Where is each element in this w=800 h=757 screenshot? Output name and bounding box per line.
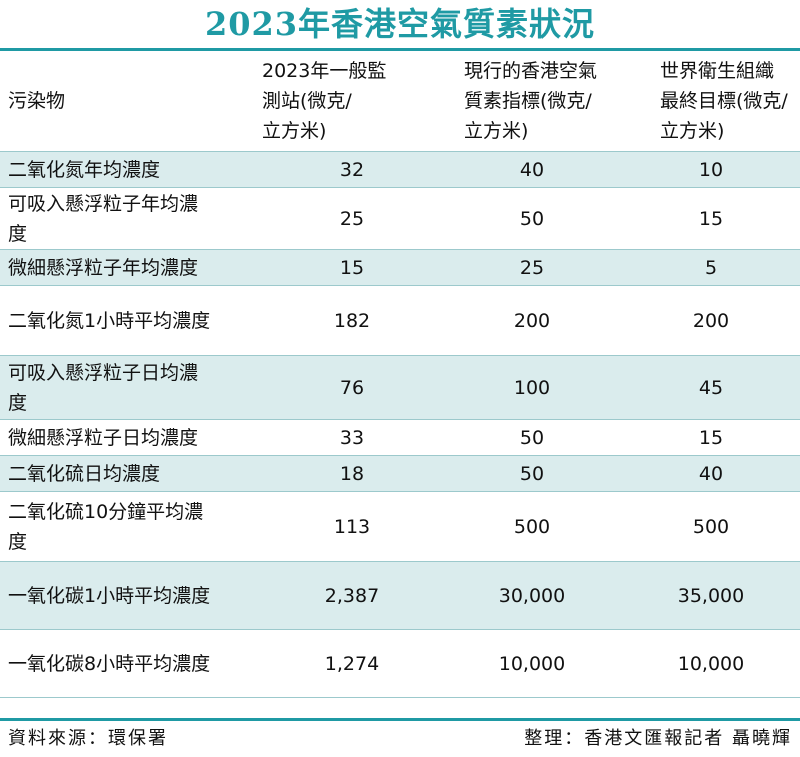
- value-cell-3: 45: [698, 376, 724, 399]
- air-quality-table: 污染物 2023年一般監 測站(微克/立方米) 現行的香港空氣 質素指標(微克/立方米)…: [0, 51, 800, 698]
- value-cell-1: 1,274: [324, 652, 380, 675]
- value-cell-1: 76: [339, 376, 365, 399]
- value-cell-2: 100: [513, 376, 551, 399]
- table-title: 2023年香港空氣質素狀況: [204, 5, 596, 43]
- bottom-divider: [0, 718, 800, 721]
- top-divider: [0, 48, 800, 51]
- value-cell-3: 500: [692, 515, 730, 538]
- pollutant-label-line: 微細懸浮粒子年均濃度: [8, 256, 199, 279]
- pollutant-label-line: 二氧化硫日均濃度: [8, 462, 161, 485]
- table-row: 可吸入懸浮粒子日均濃度 76 100 45: [0, 356, 800, 420]
- column-header-line: 立方米): [262, 120, 327, 142]
- value-cell-3: 35,000: [677, 584, 745, 607]
- pollutant-label: 二氧化硫10分鐘平均濃度: [0, 497, 262, 557]
- value-cell-2: 50: [519, 207, 545, 230]
- value-cell-2: 500: [513, 515, 551, 538]
- pollutant-label: 微細懸浮粒子日均濃度: [0, 423, 262, 453]
- table-row: 二氧化硫日均濃度 18 50 40: [0, 456, 800, 492]
- value-cell-2: 50: [519, 462, 545, 485]
- column-header-line: 立方米): [660, 120, 725, 142]
- pollutant-label: 可吸入懸浮粒子年均濃度: [0, 189, 262, 249]
- value-cell-1: 33: [339, 426, 365, 449]
- column-header-line: 最終目標(微克/: [660, 90, 788, 112]
- value-cell-3: 40: [698, 462, 724, 485]
- pollutant-label: 一氧化碳8小時平均濃度: [0, 649, 262, 679]
- pollutant-label-line: 度: [8, 530, 28, 553]
- value-cell-1: 113: [333, 515, 371, 538]
- column-header-line: 測站(微克/: [262, 90, 352, 112]
- pollutant-label: 可吸入懸浮粒子日均濃度: [0, 358, 262, 418]
- table-row: 二氧化氮1小時平均濃度 182 200 200: [0, 286, 800, 356]
- value-cell-2: 10,000: [498, 652, 566, 675]
- column-header-line: 立方米): [464, 120, 529, 142]
- table-row: 二氧化硫10分鐘平均濃度 113 500 500: [0, 492, 800, 562]
- pollutant-label-line: 度: [8, 391, 28, 414]
- pollutant-label-line: 可吸入懸浮粒子年均濃: [8, 192, 199, 215]
- column-header-line: 世界衛生組織: [660, 60, 775, 82]
- value-cell-3: 200: [692, 309, 730, 332]
- value-cell-3: 10: [698, 158, 724, 181]
- table-row: 一氧化碳1小時平均濃度 2,387 30,000 35,000: [0, 562, 800, 630]
- value-cell-1: 182: [333, 309, 371, 332]
- pollutant-label: 一氧化碳1小時平均濃度: [0, 581, 262, 611]
- value-cell-2: 30,000: [498, 584, 566, 607]
- pollutant-label-line: 可吸入懸浮粒子日均濃: [8, 361, 199, 384]
- pollutant-label-line: 一氧化碳1小時平均濃度: [8, 584, 211, 607]
- value-cell-3: 5: [704, 256, 718, 279]
- value-cell-1: 2,387: [324, 584, 380, 607]
- pollutant-label-line: 度: [8, 222, 28, 245]
- pollutant-label-line: 微細懸浮粒子日均濃度: [8, 426, 199, 449]
- pollutant-label-line: 二氧化硫10分鐘平均濃: [8, 500, 204, 523]
- pollutant-label-line: 二氧化氮年均濃度: [8, 158, 161, 181]
- value-cell-3: 10,000: [677, 652, 745, 675]
- pollutant-label: 二氧化氮1小時平均濃度: [0, 306, 262, 336]
- column-header-2: 現行的香港空氣 質素指標(微克/立方米): [442, 56, 642, 146]
- value-cell-1: 15: [339, 256, 365, 279]
- column-header-line: 2023年一般監: [262, 60, 387, 82]
- source-note: 資料來源：環保署: [8, 728, 168, 749]
- table-row: 一氧化碳8小時平均濃度 1,274 10,000 10,000: [0, 630, 800, 698]
- value-cell-2: 25: [519, 256, 545, 279]
- pollutant-label: 微細懸浮粒子年均濃度: [0, 253, 262, 283]
- value-cell-3: 15: [698, 426, 724, 449]
- value-cell-3: 15: [698, 207, 724, 230]
- table-row: 微細懸浮粒子日均濃度 33 50 15: [0, 420, 800, 456]
- column-header-line: 現行的香港空氣: [464, 60, 598, 82]
- credit-note: 整理：香港文匯報記者 聶曉輝: [524, 728, 792, 749]
- pollutant-label: 二氧化氮年均濃度: [0, 155, 262, 185]
- value-cell-2: 50: [519, 426, 545, 449]
- value-cell-1: 18: [339, 462, 365, 485]
- column-header-3: 世界衛生組織 最終目標(微克/立方米): [642, 56, 800, 146]
- pollutant-label-line: 二氧化氮1小時平均濃度: [8, 309, 211, 332]
- table-row: 可吸入懸浮粒子年均濃度 25 50 15: [0, 188, 800, 250]
- value-cell-1: 25: [339, 207, 365, 230]
- table-row: 微細懸浮粒子年均濃度 15 25 5: [0, 250, 800, 286]
- table-row: 二氧化氮年均濃度 32 40 10: [0, 152, 800, 188]
- value-cell-1: 32: [339, 158, 365, 181]
- pollutant-label: 二氧化硫日均濃度: [0, 459, 262, 489]
- value-cell-2: 200: [513, 309, 551, 332]
- column-header-1: 2023年一般監 測站(微克/立方米): [262, 56, 442, 146]
- column-header-line: 污染物: [8, 90, 66, 112]
- column-header-line: 質素指標(微克/: [464, 90, 592, 112]
- table-header-row: 污染物 2023年一般監 測站(微克/立方米) 現行的香港空氣 質素指標(微克/立方米)…: [0, 51, 800, 152]
- pollutant-label-line: 一氧化碳8小時平均濃度: [8, 652, 211, 675]
- value-cell-2: 40: [519, 158, 545, 181]
- column-header-0: 污染物: [0, 86, 262, 116]
